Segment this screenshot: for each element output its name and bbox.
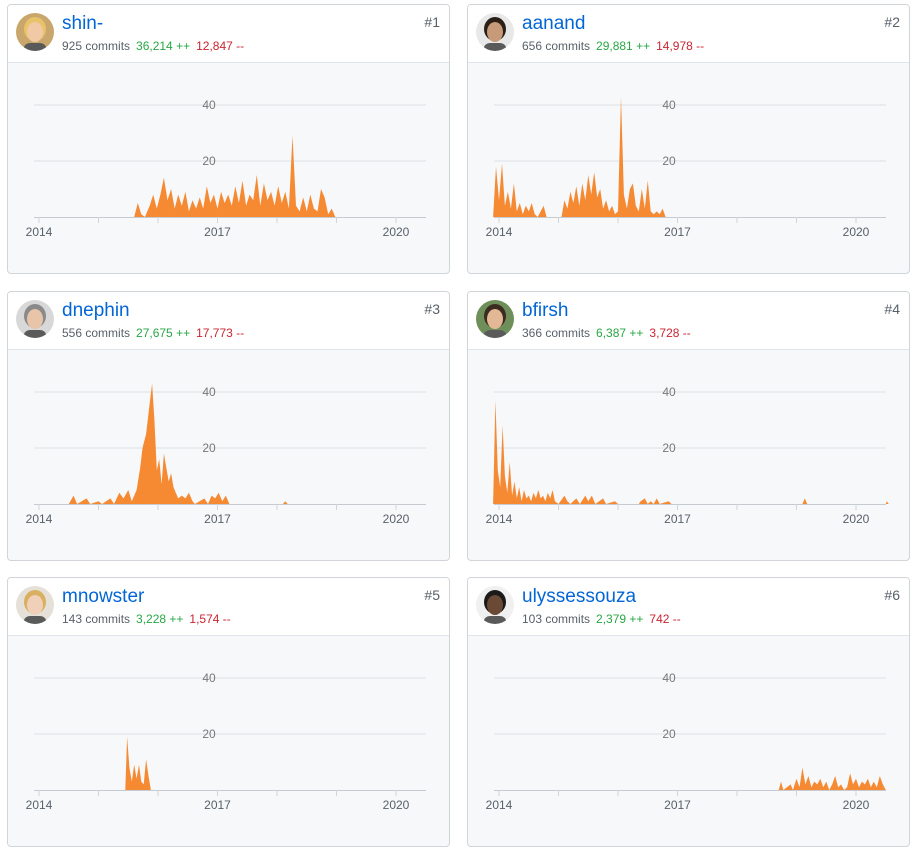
- contributor-rank: #2: [884, 14, 900, 30]
- x-tick-label: 2014: [26, 512, 53, 526]
- contributor-rank: #5: [424, 587, 440, 603]
- commit-count: 366 commits: [522, 326, 591, 340]
- contributor-username-link[interactable]: shin-: [62, 13, 104, 34]
- additions-count: 3,228 ++: [136, 612, 184, 626]
- x-tick-label: 2014: [486, 512, 513, 526]
- contributor-stats: 925 commits 36,214 ++ 12,847 --: [62, 39, 244, 53]
- commit-area-series: [778, 767, 886, 790]
- x-tick-label: 2014: [26, 225, 53, 239]
- additions-count: 6,387 ++: [596, 326, 644, 340]
- commit-activity-chart: 20 40 2014 2017 2020: [486, 671, 886, 812]
- x-tick-label: 2017: [204, 225, 231, 239]
- x-tick-label: 2020: [843, 512, 870, 526]
- contributor-username-link[interactable]: dnephin: [62, 300, 130, 321]
- contributor-card-header: bfirsh 366 commits 6,387 ++ 3,728 -- #4: [468, 292, 909, 350]
- commit-area-series: [493, 96, 666, 217]
- x-tick-label: 2020: [843, 798, 870, 812]
- commit-count: 103 commits: [522, 612, 591, 626]
- commit-area-series: [134, 135, 336, 217]
- commit-area-series: [493, 400, 889, 504]
- commit-activity-chart: 20 40 2014 2017 2020: [486, 96, 886, 239]
- x-tick-label: 2014: [486, 225, 513, 239]
- x-tick-label: 2014: [486, 798, 513, 812]
- contributor-card: mnowster 143 commits 3,228 ++ 1,574 -- #5 20 4…: [7, 577, 450, 847]
- contributor-card: ulyssessouza 103 commits 2,379 ++ 742 -- #6 2…: [467, 577, 910, 847]
- y-tick-label: 40: [662, 671, 676, 685]
- contributor-username-link[interactable]: bfirsh: [522, 300, 569, 321]
- y-tick-label: 40: [662, 98, 676, 112]
- commit-count: 925 commits: [62, 39, 131, 53]
- deletions-count: 3,728 --: [649, 326, 691, 340]
- y-tick-label: 20: [662, 441, 676, 455]
- y-tick-label: 40: [202, 98, 216, 112]
- x-tick-label: 2020: [843, 225, 870, 239]
- deletions-count: 17,773 --: [196, 326, 245, 340]
- commit-area-series: [68, 383, 288, 504]
- contributor-card: bfirsh 366 commits 6,387 ++ 3,728 -- #4 20 40 2…: [467, 291, 910, 561]
- commit-count: 556 commits: [62, 326, 131, 340]
- deletions-count: 1,574 --: [189, 612, 231, 626]
- contributor-card-header: ulyssessouza 103 commits 2,379 ++ 742 -- #6: [468, 578, 909, 636]
- avatar-blonde-person-icon[interactable]: [16, 13, 54, 51]
- additions-count: 36,214 ++: [136, 39, 191, 53]
- avatar-person-dark-icon[interactable]: [476, 586, 514, 624]
- contributor-rank: #3: [424, 301, 440, 317]
- contributor-card-header: dnephin 556 commits 27,675 ++ 17,773 -- #3: [8, 292, 449, 350]
- x-tick-label: 2017: [204, 798, 231, 812]
- commit-area-series: [125, 736, 151, 790]
- additions-count: 27,675 ++: [136, 326, 191, 340]
- y-tick-label: 20: [662, 727, 676, 741]
- contributor-username-link[interactable]: mnowster: [62, 586, 145, 607]
- contributor-card: shin- 925 commits 36,214 ++ 12,847 -- #1 20 40…: [7, 4, 450, 274]
- contributor-card-header: aanand 656 commits 29,881 ++ 14,978 -- #2: [468, 5, 909, 63]
- commit-activity-chart: 20 40 2014 2017 2020: [26, 383, 426, 526]
- deletions-count: 12,847 --: [196, 39, 245, 53]
- x-tick-label: 2014: [26, 798, 53, 812]
- commit-activity-chart: 20 40 2014 2017 2020: [486, 385, 889, 526]
- contributor-stats: 656 commits 29,881 ++ 14,978 --: [522, 39, 704, 53]
- x-tick-label: 2017: [664, 798, 691, 812]
- avatar-person-icon[interactable]: [16, 300, 54, 338]
- y-tick-label: 40: [202, 671, 216, 685]
- y-tick-label: 20: [202, 154, 216, 168]
- deletions-count: 742 --: [649, 612, 681, 626]
- commit-activity-chart: 20 40 2014 2017 2020: [26, 671, 426, 812]
- contributor-card: aanand 656 commits 29,881 ++ 14,978 -- #2 20 4…: [467, 4, 910, 274]
- x-tick-label: 2017: [664, 225, 691, 239]
- deletions-count: 14,978 --: [656, 39, 705, 53]
- x-tick-label: 2020: [383, 798, 410, 812]
- avatar-person-glasses-icon[interactable]: [16, 586, 54, 624]
- x-tick-label: 2020: [383, 225, 410, 239]
- avatar-person-outdoor-icon[interactable]: [476, 300, 514, 338]
- commit-count: 143 commits: [62, 612, 131, 626]
- x-tick-label: 2017: [664, 512, 691, 526]
- avatar-bearded-man-icon[interactable]: [476, 13, 514, 51]
- contributor-stats: 103 commits 2,379 ++ 742 --: [522, 612, 681, 626]
- x-tick-label: 2020: [383, 512, 410, 526]
- x-tick-label: 2017: [204, 512, 231, 526]
- contributor-username-link[interactable]: ulyssessouza: [522, 586, 637, 607]
- commit-activity-chart: 20 40 2014 2017 2020: [26, 98, 426, 239]
- contributor-card-header: shin- 925 commits 36,214 ++ 12,847 -- #1: [8, 5, 449, 63]
- contributor-rank: #6: [884, 587, 900, 603]
- contributor-rank: #4: [884, 301, 900, 317]
- contributor-rank: #1: [424, 14, 440, 30]
- additions-count: 29,881 ++: [596, 39, 651, 53]
- contributor-stats: 556 commits 27,675 ++ 17,773 --: [62, 326, 244, 340]
- y-tick-label: 40: [662, 385, 676, 399]
- contributor-stats: 366 commits 6,387 ++ 3,728 --: [522, 326, 691, 340]
- contributor-stats: 143 commits 3,228 ++ 1,574 --: [62, 612, 231, 626]
- contributor-card: dnephin 556 commits 27,675 ++ 17,773 -- #3 20…: [7, 291, 450, 561]
- contributor-username-link[interactable]: aanand: [522, 13, 586, 34]
- y-tick-label: 20: [202, 441, 216, 455]
- y-tick-label: 20: [202, 727, 216, 741]
- y-tick-label: 40: [202, 385, 216, 399]
- y-tick-label: 20: [662, 154, 676, 168]
- contributor-card-header: mnowster 143 commits 3,228 ++ 1,574 -- #5: [8, 578, 449, 636]
- commit-count: 656 commits: [522, 39, 591, 53]
- additions-count: 2,379 ++: [596, 612, 644, 626]
